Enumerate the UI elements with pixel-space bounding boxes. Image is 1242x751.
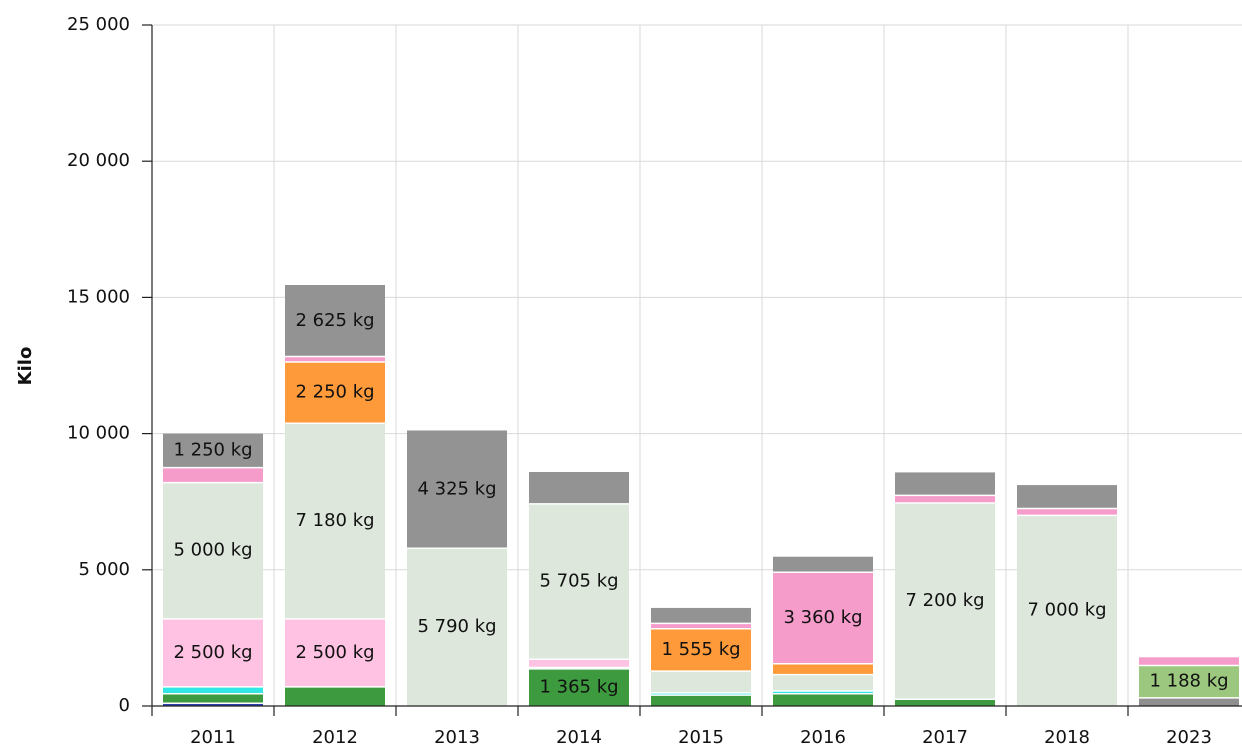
bar-segment [773, 663, 873, 675]
bar-segment [1139, 665, 1239, 698]
bar-segment [773, 556, 873, 573]
bar-segment [163, 482, 263, 619]
data-label: 7 000 kg [1027, 600, 1106, 621]
data-label: 7 200 kg [905, 590, 984, 611]
data-label: 2 250 kg [295, 382, 374, 403]
bar-segment [651, 623, 751, 629]
x-tick-label: 2015 [678, 727, 724, 748]
bar-segment [285, 361, 385, 424]
data-label: 1 250 kg [173, 440, 252, 461]
y-tick-label: 5 000 [78, 559, 130, 580]
data-label: 2 625 kg [295, 310, 374, 331]
bar-segment [895, 495, 995, 504]
x-tick-label: 2011 [190, 727, 236, 748]
y-tick-label: 20 000 [67, 150, 130, 171]
x-tick-label: 2017 [922, 727, 968, 748]
data-label: 2 500 kg [173, 642, 252, 663]
x-tick-label: 2014 [556, 727, 602, 748]
data-label: 3 360 kg [783, 607, 862, 628]
bar-segment [1139, 657, 1239, 666]
bar-segment [651, 671, 751, 693]
bar-segment [773, 674, 873, 692]
bar-segment [1017, 515, 1117, 706]
x-tick-label: 2016 [800, 727, 846, 748]
x-tick-label: 2023 [1166, 727, 1212, 748]
data-label: 7 180 kg [295, 510, 374, 531]
bar-segment [163, 693, 263, 704]
bar-segment [285, 618, 385, 687]
bar-segment [407, 430, 507, 549]
bar-segment [529, 659, 629, 668]
x-tick-label: 2013 [434, 727, 480, 748]
bar-segment [895, 699, 995, 706]
bar-segment [651, 692, 751, 696]
y-tick-label: 10 000 [67, 423, 130, 444]
data-label: 1 365 kg [539, 676, 618, 697]
bar-segment [895, 503, 995, 700]
bar-segment [651, 628, 751, 672]
bar-segment [1017, 485, 1117, 509]
bar-segment [529, 503, 629, 660]
bar-segment [285, 285, 385, 357]
bar-segment [773, 691, 873, 694]
bar-segment [285, 356, 385, 362]
bar-segment [773, 693, 873, 706]
bar-segment [163, 618, 263, 687]
bar-segment [529, 668, 629, 706]
bar-segment [163, 433, 263, 468]
bar-segment [285, 686, 385, 706]
bar-segment [407, 548, 507, 706]
x-tick-label: 2012 [312, 727, 358, 748]
bar-segment [1139, 697, 1239, 706]
bar-segment [285, 423, 385, 619]
y-tick-label: 0 [119, 695, 130, 716]
bar-segment [651, 695, 751, 706]
y-tick-label: 15 000 [67, 286, 130, 307]
data-label: 2 500 kg [295, 642, 374, 663]
data-label: 5 000 kg [173, 540, 252, 561]
data-label: 1 555 kg [661, 639, 740, 660]
x-tick-label: 2018 [1044, 727, 1090, 748]
data-label: 5 705 kg [539, 571, 618, 592]
data-label: 4 325 kg [417, 478, 496, 499]
data-label: 5 790 kg [417, 616, 496, 637]
bar-segment [529, 472, 629, 504]
bar-segment [163, 686, 263, 694]
y-tick-label: 25 000 [67, 14, 130, 35]
bar-segment [773, 572, 873, 664]
bar-segment [1017, 508, 1117, 516]
data-label: 1 188 kg [1149, 671, 1228, 692]
bar-segment [651, 607, 751, 624]
bar-segment [163, 467, 263, 483]
y-axis-label: Kilo [15, 347, 36, 386]
bar-segment [163, 703, 263, 706]
bar-segment [895, 472, 995, 496]
